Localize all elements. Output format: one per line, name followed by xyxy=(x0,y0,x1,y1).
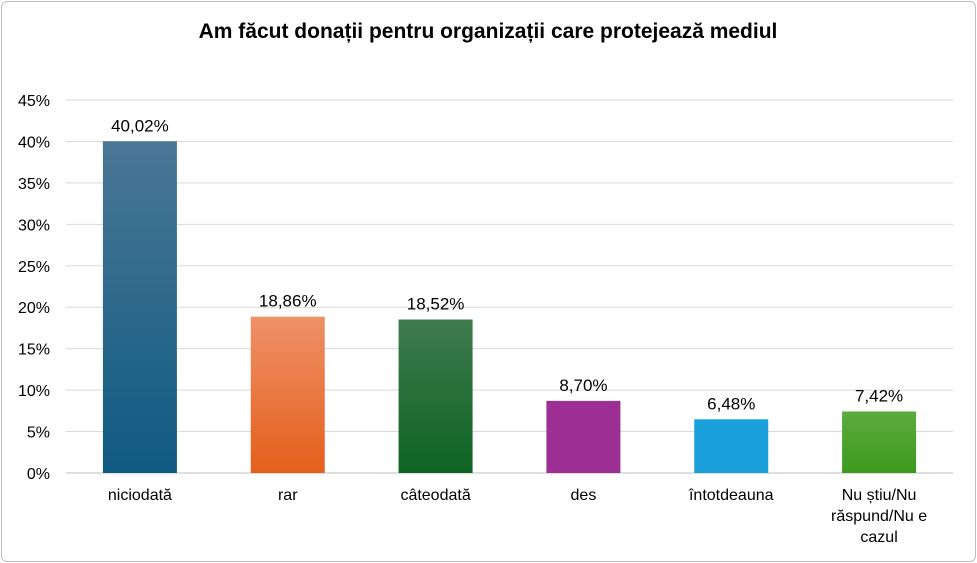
category-label: niciodată xyxy=(108,487,172,504)
category-label: Nu știu/Nu răspund/Nu e cazul xyxy=(831,487,927,546)
bar xyxy=(546,400,621,473)
bars xyxy=(102,141,917,473)
bar xyxy=(250,316,325,473)
data-label: 18,86% xyxy=(259,292,317,311)
category-label: câteodată xyxy=(400,487,470,504)
y-tick-label: 30% xyxy=(18,217,50,234)
y-tick-label: 10% xyxy=(18,383,50,400)
data-label: 7,42% xyxy=(855,386,903,405)
category-label: întotdeauna xyxy=(688,487,774,504)
y-tick-label: 5% xyxy=(27,425,50,442)
y-tick-label: 15% xyxy=(18,342,50,359)
category-label: rar xyxy=(278,487,298,504)
y-tick-label: 0% xyxy=(27,466,50,483)
y-tick-label: 45% xyxy=(18,93,50,110)
y-tick-label: 35% xyxy=(18,176,50,193)
bar xyxy=(694,419,769,473)
y-tick-label: 25% xyxy=(18,259,50,276)
chart-title: Am făcut donații pentru organizații care… xyxy=(199,20,778,43)
data-label: 40,02% xyxy=(111,116,169,135)
x-axis-categories: niciodată rar câteodată des întotdeauna Nu șt… xyxy=(108,487,927,546)
data-label: 6,48% xyxy=(707,394,755,413)
y-axis-ticks: 0% 5% 10% 15% 20% 25% 30% 35% 40% 45% xyxy=(18,93,50,483)
category-label: des xyxy=(571,487,597,504)
y-tick-label: 40% xyxy=(18,134,50,151)
data-label: 18,52% xyxy=(407,294,465,313)
y-tick-label: 20% xyxy=(18,300,50,317)
bar xyxy=(842,411,917,473)
gridlines xyxy=(66,99,953,474)
bar xyxy=(398,319,473,473)
data-labels: 40,02% 18,86% 18,52% 8,70% 6,48% 7,42% xyxy=(111,116,903,413)
bar xyxy=(102,141,177,473)
data-label: 8,70% xyxy=(559,376,607,395)
